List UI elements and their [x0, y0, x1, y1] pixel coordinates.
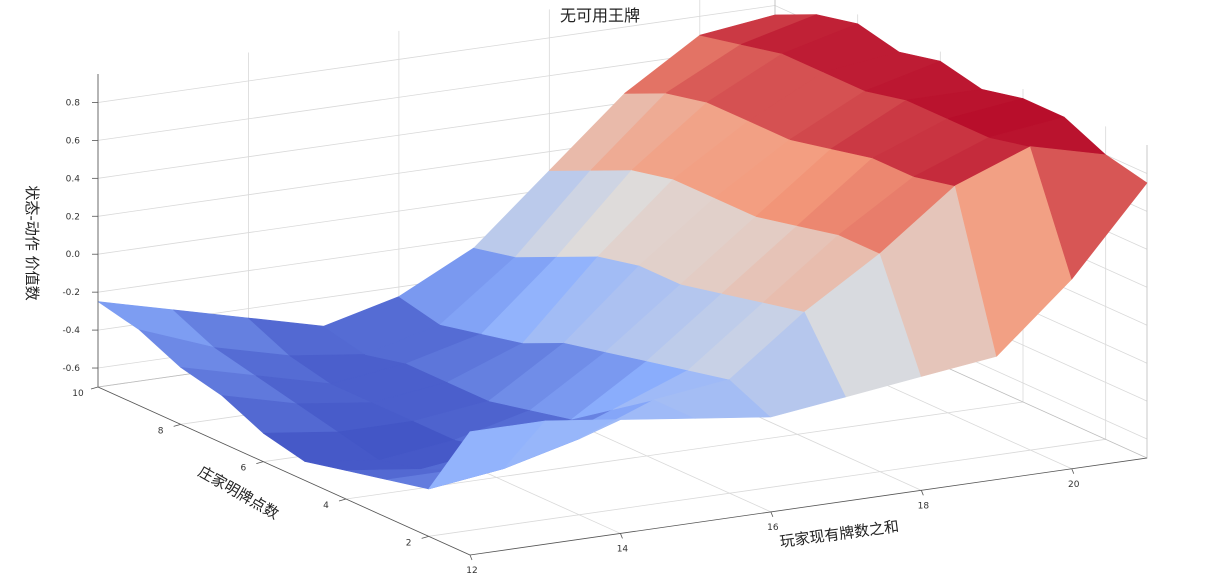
z-tick-label: -0.6 [62, 364, 80, 374]
y-tick-mark [421, 535, 429, 539]
y-tick-mark [90, 386, 99, 390]
x-tick-mark [770, 511, 774, 518]
x-tick-mark [469, 554, 473, 561]
x-tick-label: 20 [1068, 480, 1080, 490]
z-tick-label: 0.4 [66, 174, 81, 184]
z-axis-label: 状态-动作 价值数 [23, 185, 41, 300]
x-tick-label: 12 [466, 566, 477, 573]
grid-line [428, 438, 1106, 537]
grid-line [345, 401, 1024, 500]
y-tick-label: 4 [323, 501, 329, 511]
z-tick-label: 0.0 [66, 250, 81, 260]
y-tick-label: 8 [158, 426, 164, 436]
y-axis-label: 庄家明牌点数 [195, 462, 282, 523]
z-tick-label: 0.6 [66, 136, 81, 146]
z-tick-label: 0.2 [66, 212, 80, 222]
axis-layer: 12 14 16 18 20 2 4 6 8 10 -0.6 -0.4 -0.2 0.0 0.2 0.4 0.6… [62, 74, 1148, 573]
x-tick-label: 18 [918, 501, 930, 511]
z-tick-label: -0.4 [62, 326, 80, 336]
y-tick-mark [256, 461, 264, 465]
x-tick-mark [1071, 468, 1075, 474]
x-axis-line [469, 457, 1148, 556]
y-tick-mark [173, 423, 181, 427]
x-tick-mark [620, 533, 623, 539]
x-tick-label: 16 [767, 523, 779, 533]
x-tick-label: 14 [617, 544, 629, 554]
surface-layer [97, 14, 1148, 490]
y-axis-line [97, 386, 471, 556]
y-tick-label: 2 [406, 538, 412, 548]
x-tick-mark [920, 490, 924, 496]
y-tick-mark [338, 498, 347, 502]
surface-facet [1030, 146, 1148, 280]
z-tick-label: 0.8 [66, 98, 81, 108]
x-axis-label: 玩家现有牌数之和 [779, 517, 900, 551]
y-tick-label: 10 [72, 389, 84, 399]
chart-title: 无可用王牌 [560, 6, 640, 25]
z-tick-label: -0.2 [62, 288, 80, 298]
y-tick-label: 6 [240, 464, 246, 474]
